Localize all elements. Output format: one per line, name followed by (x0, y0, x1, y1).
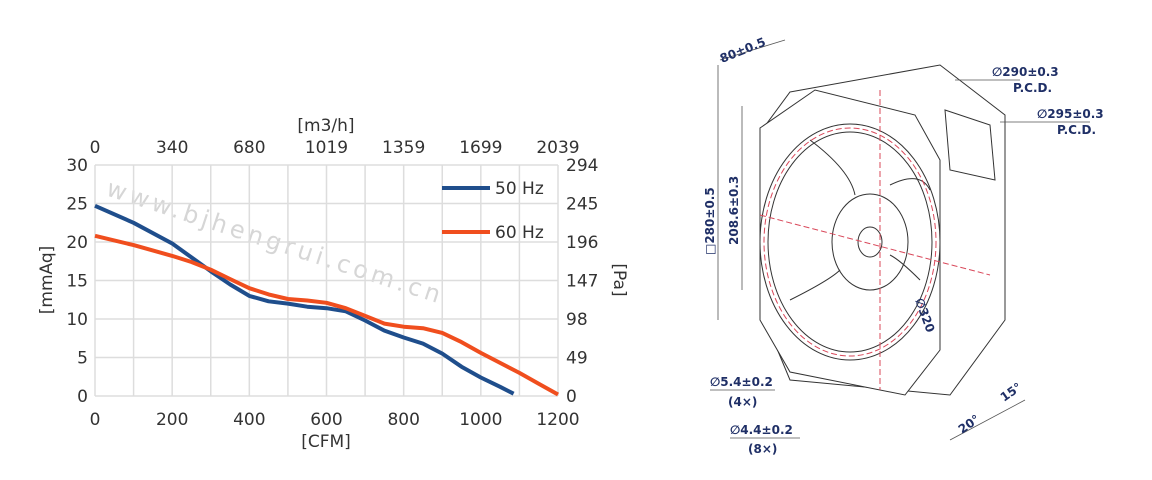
x-tick-label: 400 (233, 410, 265, 430)
y2-tick-label: 196 (566, 233, 598, 253)
y-axis-label: [mmAq] (37, 246, 57, 315)
motor-hub (831, 193, 909, 291)
x2-axis-label: [m3/h] (297, 116, 354, 136)
y-tick-label: 0 (77, 387, 88, 407)
x-tick-label: 1200 (536, 410, 579, 430)
x2-tick-label: 1019 (305, 138, 348, 158)
terminal-box (944, 109, 996, 181)
x2-tick-label: 340 (156, 138, 188, 158)
dim-hole-small-count: (8×) (748, 442, 777, 456)
y2-tick-label: 0 (566, 387, 577, 407)
front-flange-outline (759, 89, 941, 396)
dim-angle-20: 20° (956, 412, 983, 436)
hub-center (857, 226, 883, 258)
x2-tick-label: 1699 (459, 138, 502, 158)
x-tick-label: 0 (90, 410, 101, 430)
dim-angle-15: 15° (998, 380, 1025, 404)
legend-label-60hz: 60 Hz (495, 223, 544, 243)
dimension-lines (710, 39, 1090, 441)
y2-tick-label: 49 (566, 349, 588, 369)
x-axis-label: [CFM] (301, 432, 351, 452)
outer-ring (759, 123, 941, 361)
dim-hole-large: ∅5.4±0.2 (710, 375, 773, 389)
x2-tick-label: 680 (233, 138, 265, 158)
dim-pcd1: ∅290±0.3 (992, 65, 1059, 79)
inner-ring (767, 131, 933, 353)
x-tick-label: 200 (156, 410, 188, 430)
y-tick-label: 20 (66, 233, 88, 253)
series-lines (94, 203, 559, 397)
x2-tick-label: 1359 (382, 138, 425, 158)
dim-inner: 208.6±0.3 (727, 176, 741, 245)
y2-tick-label: 245 (566, 195, 598, 215)
dim-pcd2: ∅295±0.3 (1037, 107, 1104, 121)
y-tick-label: 10 (66, 310, 88, 330)
y2-tick-label: 294 (566, 156, 598, 176)
y-tick-label: 30 (66, 156, 88, 176)
dim-square: □280±0.5 (703, 187, 717, 255)
series-line-60hz (94, 233, 559, 397)
series-line-50hz (94, 203, 515, 396)
y2-axis-label: [Pa] (609, 263, 629, 296)
y-tick-label: 5 (77, 349, 88, 369)
fan-dimension-drawing: 80±0.5 □280±0.5 208.6±0.3 ∅290±0.3 P.C.D… (703, 35, 1104, 456)
legend-label-50hz: 50 Hz (495, 179, 544, 199)
y2-tick-label: 98 (566, 310, 588, 330)
dim-pcd2-note: P.C.D. (1057, 123, 1096, 137)
x-tick-label: 800 (387, 410, 419, 430)
x2-tick-label: 0 (90, 138, 101, 158)
y-tick-label: 25 (66, 195, 88, 215)
x-tick-label: 600 (310, 410, 342, 430)
x-tick-label: 1000 (459, 410, 502, 430)
y-tick-label: 15 (66, 272, 88, 292)
grid (94, 164, 559, 397)
dim-hole-large-count: (4×) (728, 395, 757, 409)
y2-tick-label: 147 (566, 272, 598, 292)
dim-depth: 80±0.5 (718, 35, 768, 66)
legend: 50 Hz 60 Hz (442, 179, 544, 243)
dim-hole-small: ∅4.4±0.2 (730, 423, 793, 437)
center-lines (759, 90, 991, 390)
dim-pcd1-note: P.C.D. (1013, 81, 1052, 95)
x2-tick-label: 2039 (536, 138, 579, 158)
fan-blades (789, 139, 931, 301)
